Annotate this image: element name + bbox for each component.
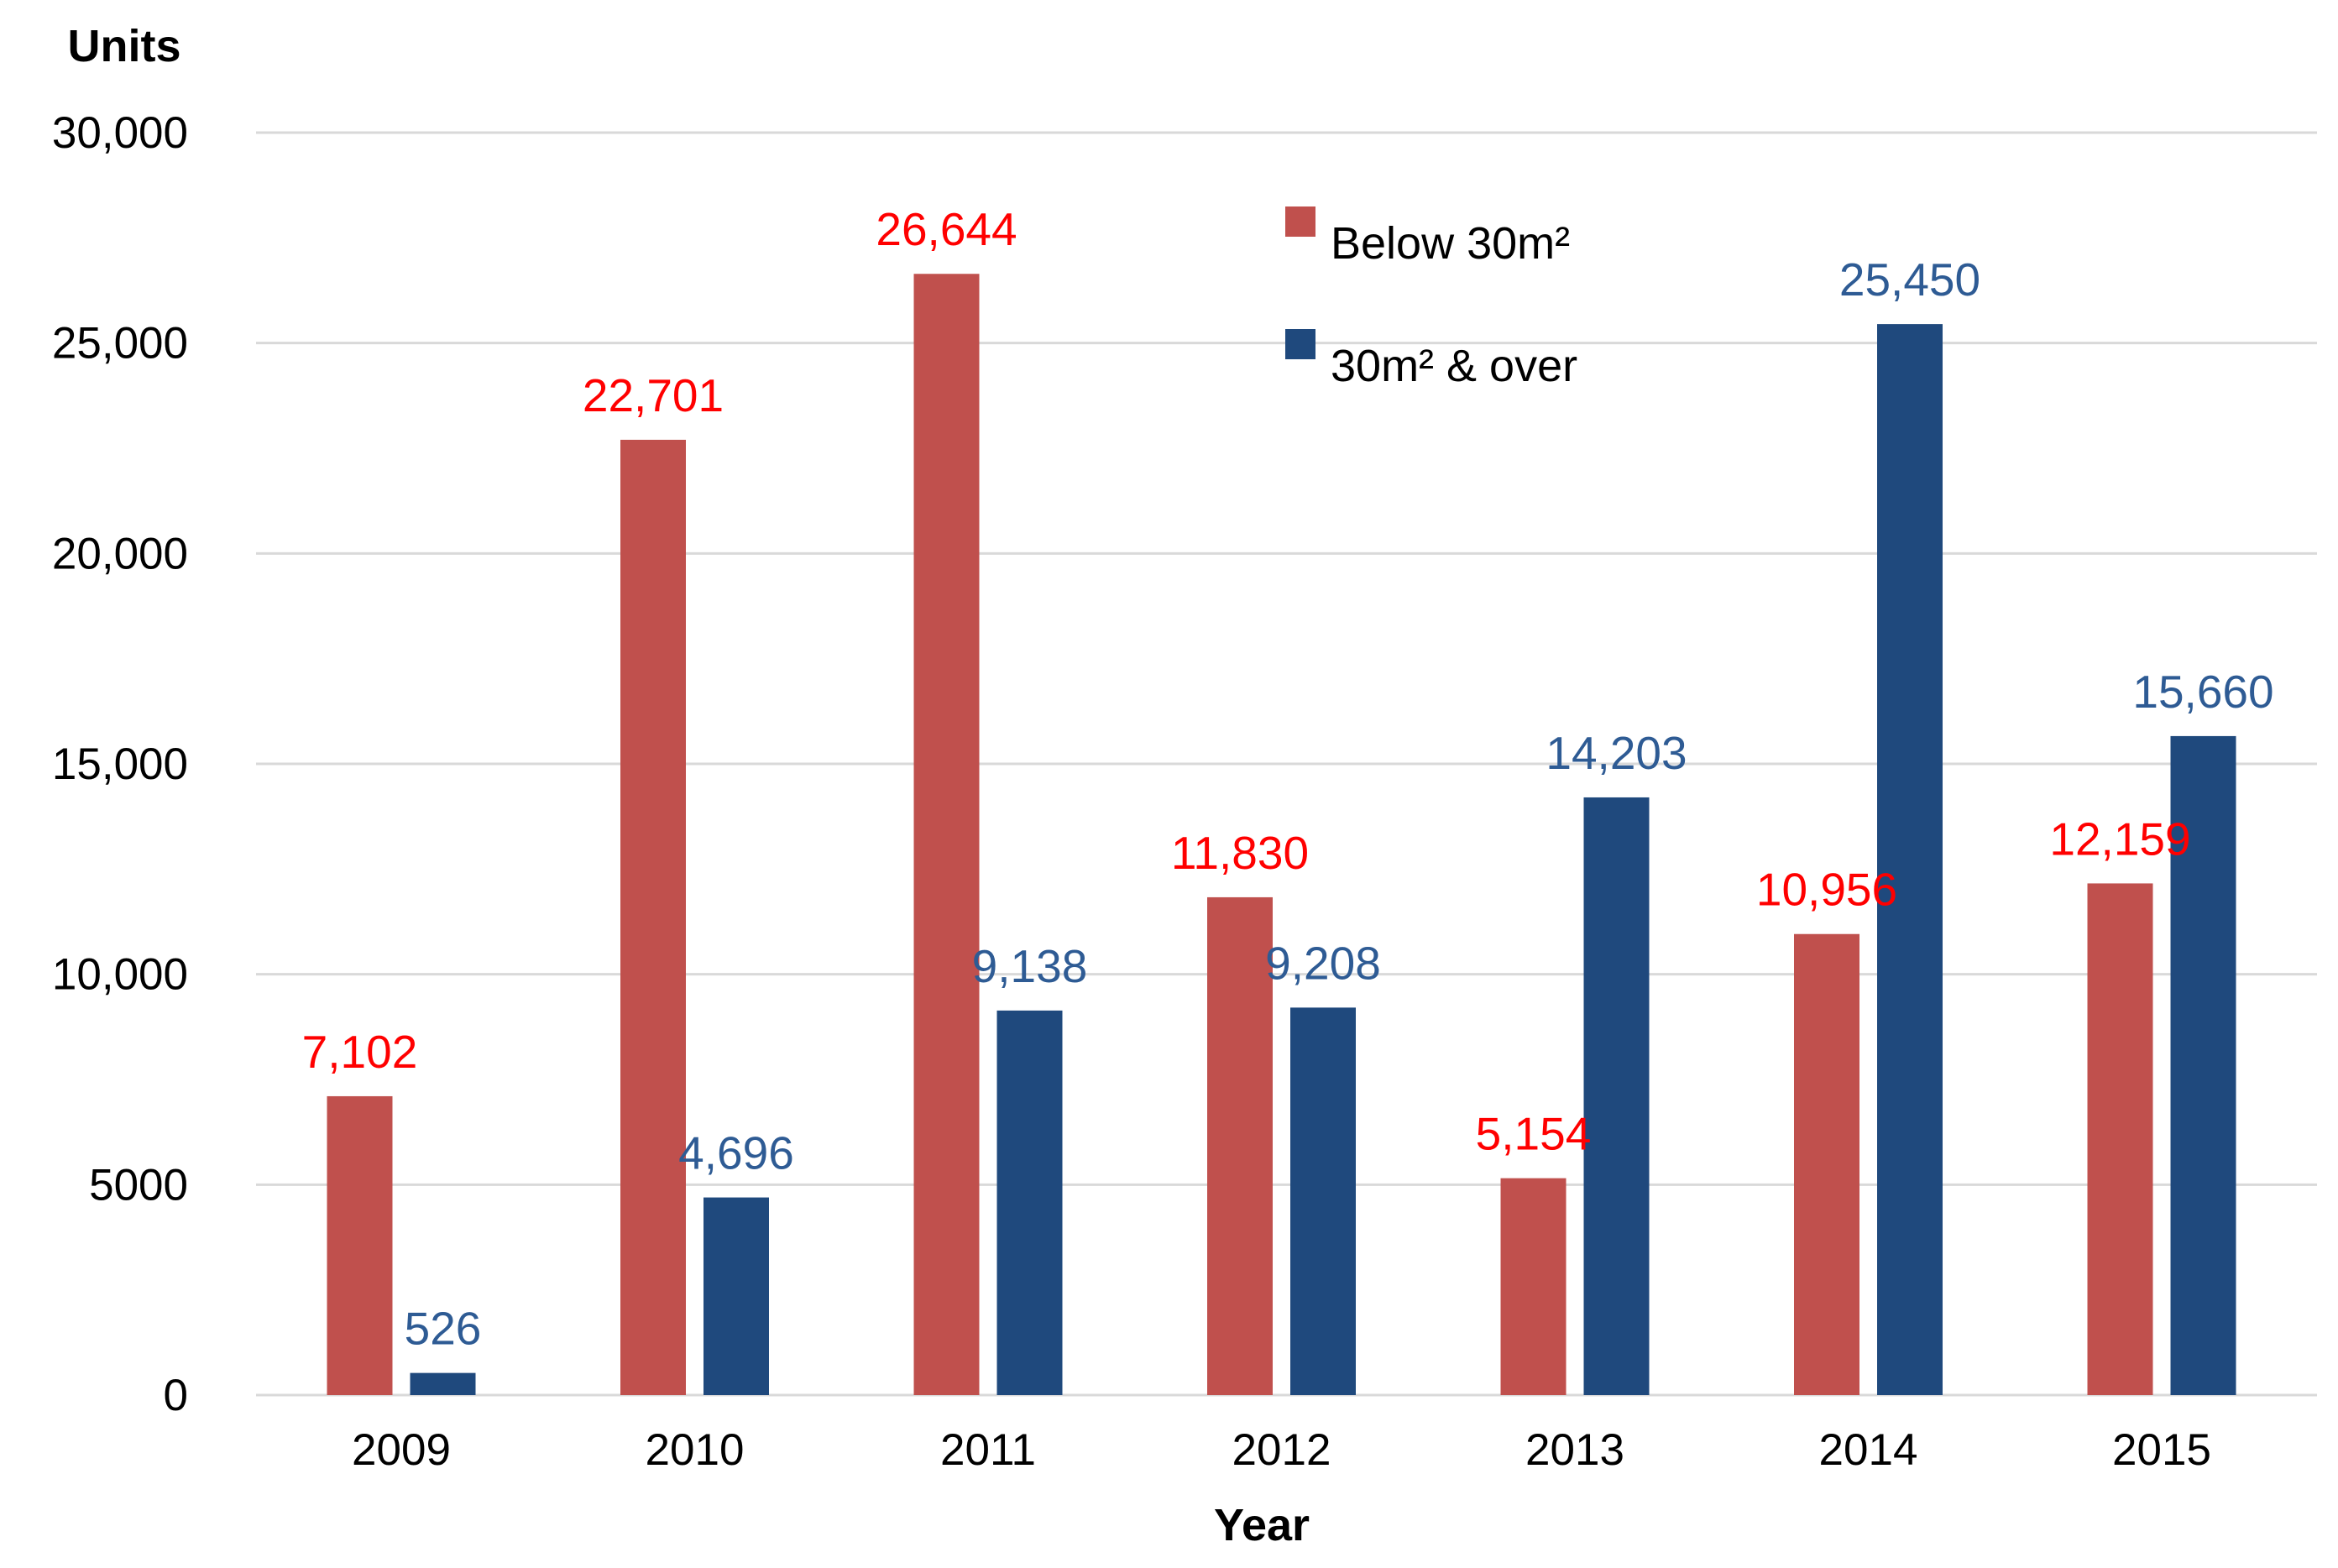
data-label-below-30: 26,644 [876,203,1017,255]
bar-below-30 [620,439,686,1395]
data-label-30-and-over: 526 [405,1303,482,1355]
y-tick-label: 30,000 [52,108,188,158]
bars [327,274,2236,1396]
data-label-30-and-over: 9,138 [972,940,1088,992]
bar-below-30 [2087,883,2153,1395]
bar-30-and-over [2170,735,2236,1395]
data-label-30-and-over: 14,203 [1546,727,1687,779]
data-label-below-30: 7,102 [302,1026,418,1078]
bar-30-and-over [1290,1007,1356,1395]
y-tick-label: 20,000 [52,529,188,578]
x-tick-label: 2014 [1819,1425,1918,1475]
legend-label-30-and-over: 30m² & over [1331,341,1577,391]
data-label-30-and-over: 25,450 [1839,253,1980,306]
bar-30-and-over [1877,324,1943,1395]
x-tick-label: 2013 [1525,1425,1624,1475]
data-label-30-and-over: 4,696 [678,1127,794,1179]
legend-swatch-below-30 [1285,206,1315,237]
y-tick-label: 5000 [89,1160,188,1210]
y-tick-label: 0 [164,1371,188,1420]
legend-label-below-30: Below 30m² [1331,218,1570,269]
data-label-below-30: 10,956 [1756,864,1897,916]
x-tick-label: 2009 [352,1425,451,1475]
x-tick-label: 2015 [2112,1425,2211,1475]
y-axis-ticks: 0 5000 10,000 15,000 20,000 25,000 30,000 [52,108,188,1420]
bar-30-and-over [410,1372,476,1395]
x-tick-label: 2010 [646,1425,745,1475]
legend-swatch-30-and-over [1285,329,1315,359]
data-label-below-30: 22,701 [583,369,724,421]
y-tick-label: 15,000 [52,740,188,789]
x-tick-label: 2011 [940,1425,1036,1475]
bar-below-30 [1500,1178,1567,1395]
data-label-below-30: 12,159 [2049,813,2190,865]
bar-below-30 [327,1095,393,1395]
bar-below-30 [913,274,980,1396]
data-label-below-30: 5,154 [1476,1108,1592,1160]
y-axis-title: Units [68,21,181,71]
y-tick-label: 10,000 [52,950,188,1000]
x-axis-ticks: 2009 2010 2011 2012 2013 2014 2015 [352,1425,2211,1475]
bar-below-30 [1207,896,1273,1395]
bar-30-and-over [1583,797,1650,1395]
data-label-30-and-over: 15,660 [2132,666,2273,718]
bar-below-30 [1794,933,1859,1395]
legend: Below 30m² 30m² & over [1285,206,1577,391]
bar-30-and-over [703,1197,769,1395]
y-tick-label: 25,000 [52,319,188,368]
bar-30-and-over [996,1010,1063,1395]
gridlines [256,131,2317,1397]
x-axis-title: Year [1214,1500,1310,1550]
data-labels: 7,102 526 22,701 4,696 26,644 9,138 11,830 9,20… [302,203,2274,1354]
data-label-below-30: 11,830 [1171,827,1309,879]
data-label-30-and-over: 9,208 [1265,937,1381,989]
x-tick-label: 2012 [1232,1425,1331,1475]
